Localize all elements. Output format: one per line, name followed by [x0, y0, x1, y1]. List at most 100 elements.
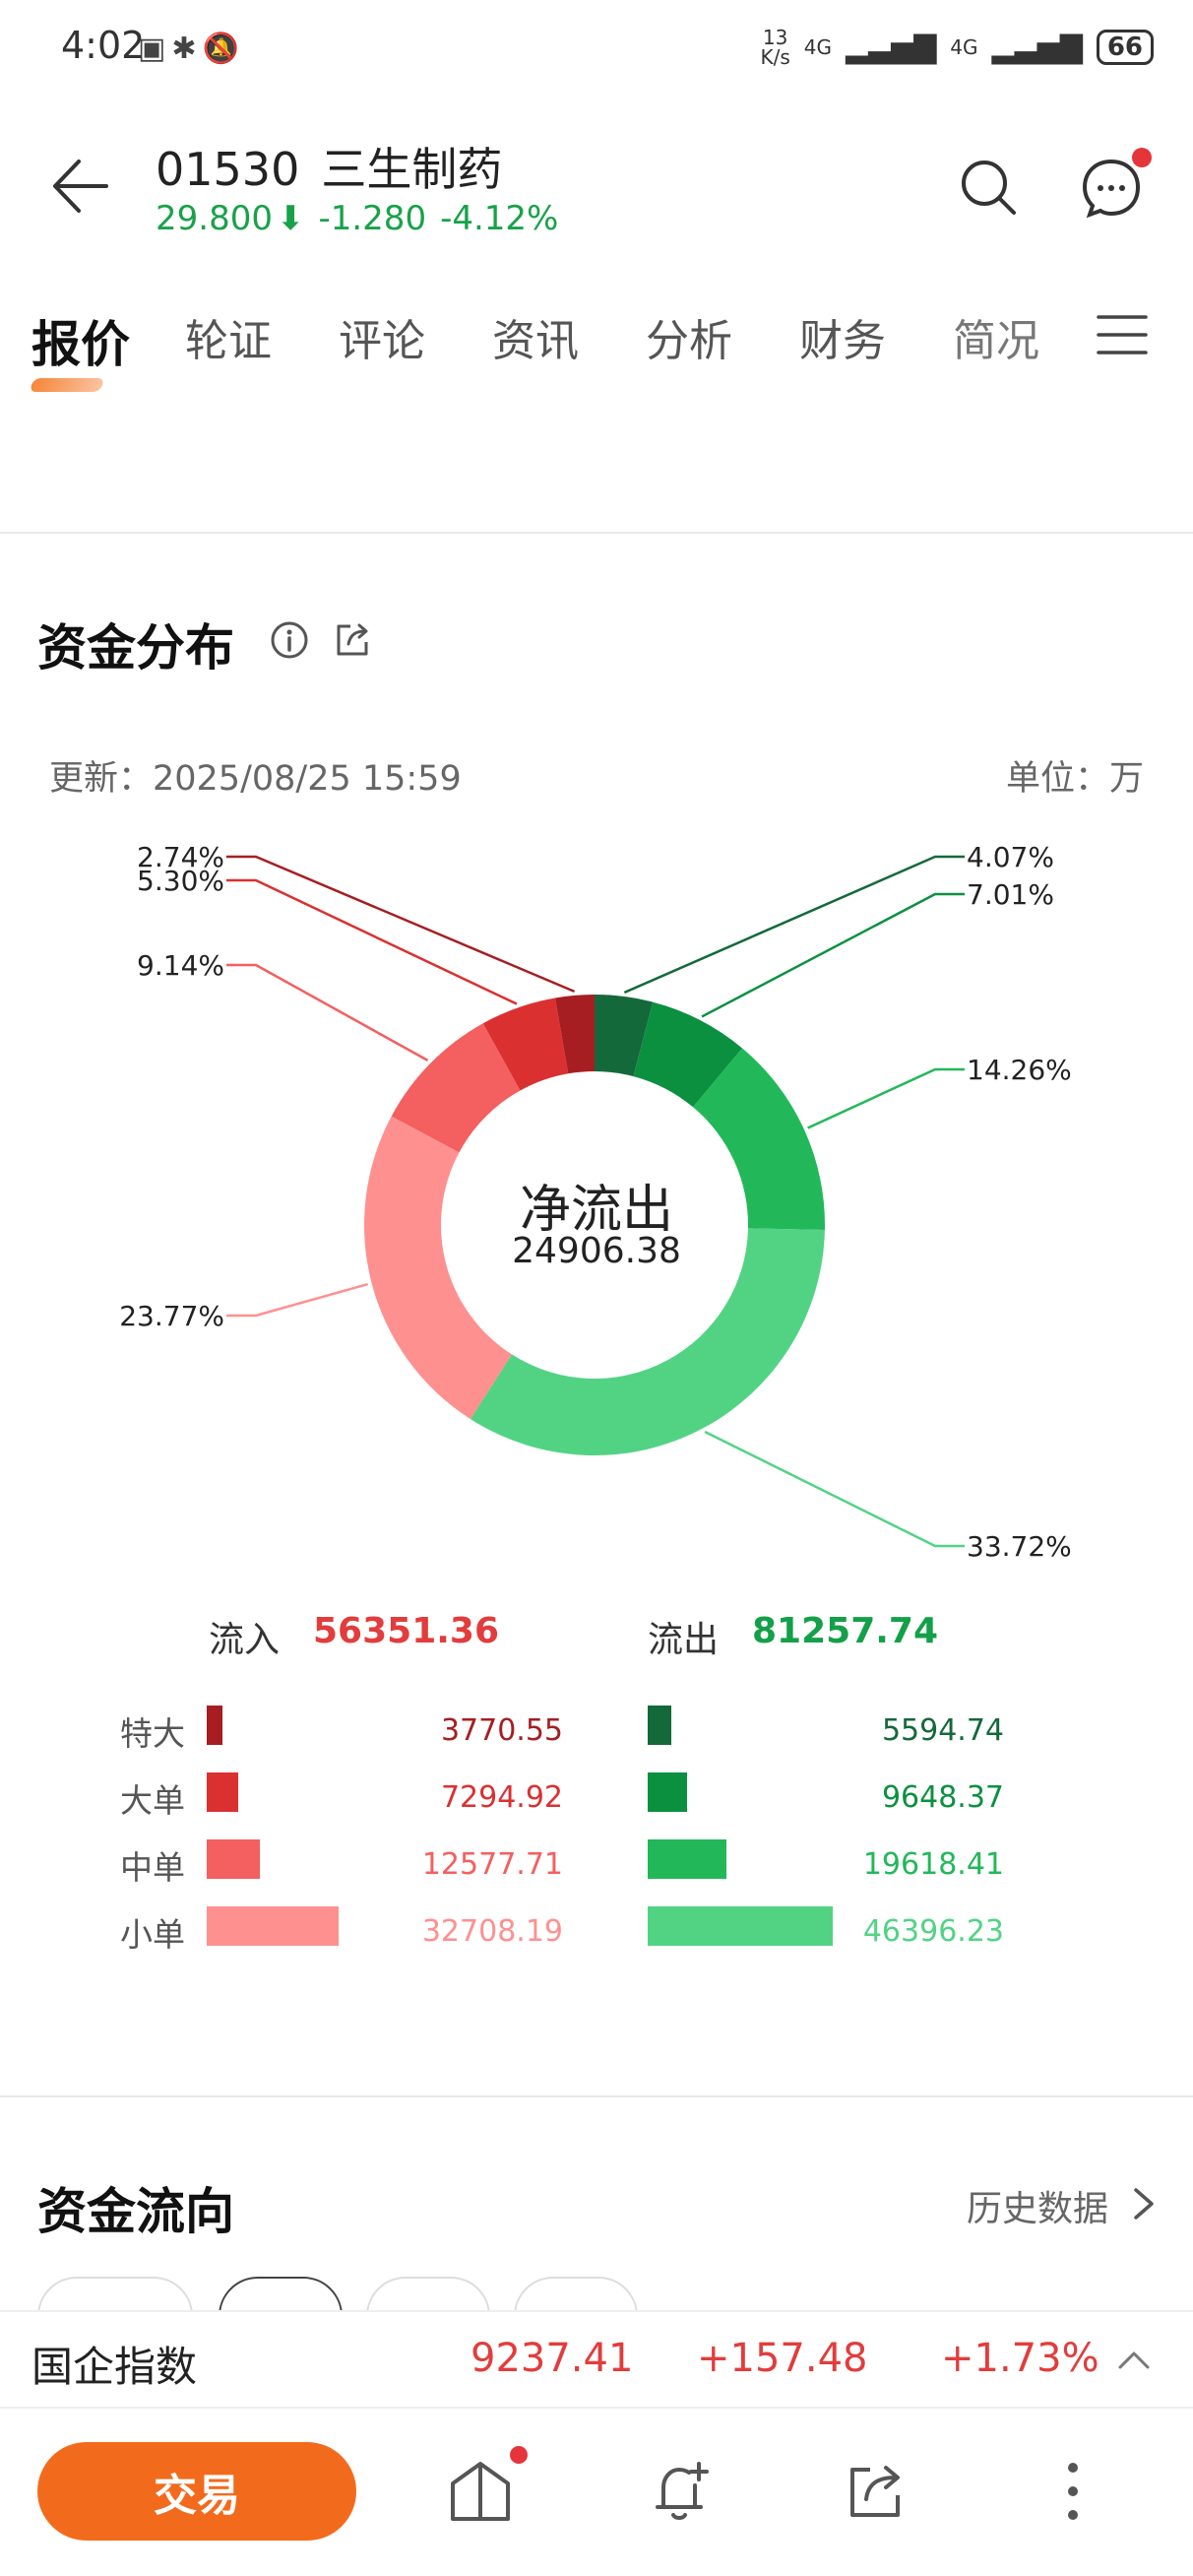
donut-slice — [693, 1048, 825, 1230]
signal-icon: ▂▃▅▇ — [845, 30, 937, 65]
section-title: 资金分布 — [37, 619, 234, 676]
net-flow-value: 24906.38 — [512, 1231, 681, 1271]
tab-underline — [29, 378, 105, 392]
row-label-small: 小单 — [120, 1915, 185, 1954]
inflow-bar-small — [207, 1906, 339, 1946]
history-data-link[interactable]: 历史数据 — [966, 2189, 1108, 2229]
tab-bar: 报价 轮证 评论 资讯 分析 财务 简况 — [29, 305, 1071, 392]
outflow-value-small: 46396.23 — [862, 1914, 1004, 1949]
slice-percent-label: 2.74% — [137, 841, 224, 873]
donut-slice — [595, 995, 654, 1077]
net-speed: 13 K/s — [760, 26, 790, 69]
leader-line — [701, 892, 965, 1018]
slice-percent-label: 7.01% — [967, 878, 1054, 911]
section-divider — [0, 532, 1193, 534]
down-arrow-icon: ⬇ — [276, 199, 305, 238]
slice-percent-label: 14.26% — [967, 1054, 1072, 1086]
index-name: 国企指数 — [31, 2343, 198, 2391]
index-value: 9237.41 — [471, 2336, 634, 2381]
notification-dot — [510, 2446, 528, 2464]
row-label-large: 大单 — [120, 1781, 185, 1820]
stock-code: 01530 — [156, 143, 300, 196]
inflow-value-medium: 12577.71 — [421, 1847, 563, 1882]
notification-dot — [1132, 148, 1152, 167]
inflow-value: 56351.36 — [313, 1611, 500, 1651]
leader-line — [807, 1067, 965, 1129]
stock-price: 29.800 — [156, 199, 273, 238]
share-icon[interactable] — [333, 620, 372, 660]
slice-percent-label: 4.07% — [967, 841, 1054, 873]
leader-line — [623, 855, 965, 995]
inflow-value-large: 7294.92 — [440, 1780, 563, 1815]
status-right: 13 K/s 4G ▂▃▅▇ 4G ▂▃▅▇ 66 — [760, 28, 1154, 67]
outflow-label: 流出 — [648, 1620, 720, 1660]
leader-line — [704, 1430, 965, 1548]
price-alert-icon[interactable] — [644, 2456, 715, 2527]
inflow-label: 流入 — [209, 1620, 281, 1660]
leader-line — [226, 878, 518, 1005]
tab-comments[interactable]: 评论 — [339, 316, 425, 366]
update-time: 更新：2025/08/25 15:59 — [49, 759, 462, 799]
chevron-up-icon[interactable] — [1114, 2346, 1154, 2373]
outflow-bar-xl — [648, 1706, 671, 1745]
battery-icon: 66 — [1096, 30, 1154, 65]
donut-slice — [391, 1023, 521, 1153]
stock-name: 三生制药 — [321, 143, 503, 196]
donut-slice — [470, 1228, 825, 1455]
tab-profile[interactable]: 简况 — [953, 316, 1039, 366]
search-icon[interactable] — [959, 158, 1018, 217]
inflow-value-small: 32708.19 — [421, 1914, 563, 1949]
status-icons: ▣✱🔕 — [138, 32, 245, 66]
signal-icon: ▂▃▅▇ — [991, 30, 1083, 65]
index-ticker-bar[interactable] — [0, 2310, 1193, 2409]
back-arrow-icon[interactable] — [49, 156, 110, 217]
index-change-pct: +1.73% — [941, 2336, 1099, 2381]
inflow-value-xl: 3770.55 — [440, 1713, 563, 1748]
tab-finance[interactable]: 财务 — [799, 316, 886, 366]
leader-line — [226, 1282, 369, 1318]
unit-label: 单位：万 — [1005, 759, 1144, 799]
inflow-bar-medium — [207, 1839, 260, 1879]
outflow-value-xl: 5594.74 — [881, 1713, 1004, 1748]
leader-line — [226, 963, 429, 1062]
donut-slice — [554, 995, 595, 1074]
capital-donut-chart: 4.07% 7.01% 14.26% 33.72% 23.77% 9.14% 5.30%2.… — [119, 841, 1072, 1563]
signal-1-label: 4G — [803, 35, 832, 59]
status-time: 4:02 — [61, 24, 146, 67]
stock-change-pct: -4.12% — [440, 199, 559, 238]
slice-percent-label: 9.14% — [137, 949, 224, 982]
slice-percent-label: 5.30% — [137, 865, 224, 897]
slice-percent-label: 33.72% — [967, 1530, 1072, 1563]
signal-2-label: 4G — [950, 35, 978, 59]
outflow-bar-small — [648, 1906, 833, 1946]
tab-news[interactable]: 资讯 — [492, 316, 579, 366]
tab-analysis[interactable]: 分析 — [646, 316, 732, 366]
outflow-value: 81257.74 — [752, 1611, 939, 1651]
slice-percent-label: 23.77% — [119, 1300, 224, 1332]
outflow-value-medium: 19618.41 — [862, 1847, 1004, 1882]
tab-warrants[interactable]: 轮证 — [185, 316, 272, 366]
row-label-medium: 中单 — [120, 1848, 185, 1887]
chevron-right-icon[interactable] — [1130, 2184, 1158, 2223]
mute-icon: 🔕 — [202, 32, 245, 66]
inflow-bar-large — [207, 1772, 238, 1812]
message-icon[interactable] — [1081, 158, 1142, 219]
more-icon[interactable] — [1037, 2456, 1108, 2527]
outflow-bar-medium — [648, 1839, 726, 1879]
menu-icon[interactable] — [1097, 311, 1148, 358]
row-label-xl: 特大 — [120, 1714, 185, 1753]
net-flow-label: 净流出 — [519, 1181, 673, 1240]
donut-slice — [363, 1116, 512, 1420]
position-icon[interactable] — [445, 2456, 516, 2527]
index-change: +157.48 — [697, 2336, 868, 2381]
stock-title: 01530 三生制药 — [156, 134, 524, 199]
section-divider — [0, 2095, 1193, 2097]
stock-quote: 29.800 ⬇ -1.280 -4.12% — [156, 199, 558, 238]
trade-button[interactable]: 交易 — [37, 2442, 356, 2541]
tab-quote[interactable]: 报价 — [29, 305, 185, 392]
info-icon[interactable] — [270, 620, 309, 660]
inflow-bar-xl — [207, 1706, 222, 1745]
share-icon[interactable] — [841, 2456, 911, 2527]
leader-line — [226, 855, 576, 994]
capital-flow-title: 资金流向 — [37, 2183, 234, 2240]
